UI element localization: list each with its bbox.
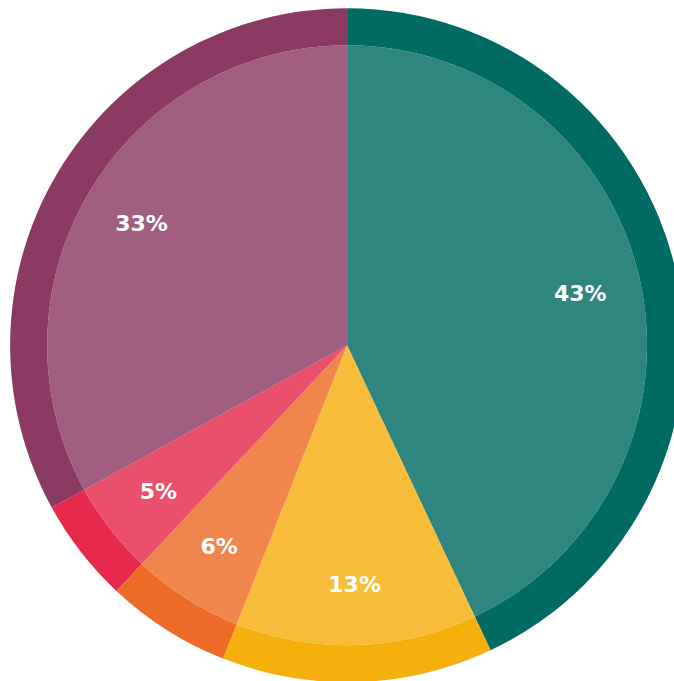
svg-text:6%: 6% bbox=[200, 534, 237, 559]
svg-text:43%: 43% bbox=[554, 281, 607, 306]
svg-text:33%: 33% bbox=[115, 211, 168, 236]
svg-text:13%: 13% bbox=[328, 572, 381, 597]
svg-text:5%: 5% bbox=[140, 479, 177, 504]
